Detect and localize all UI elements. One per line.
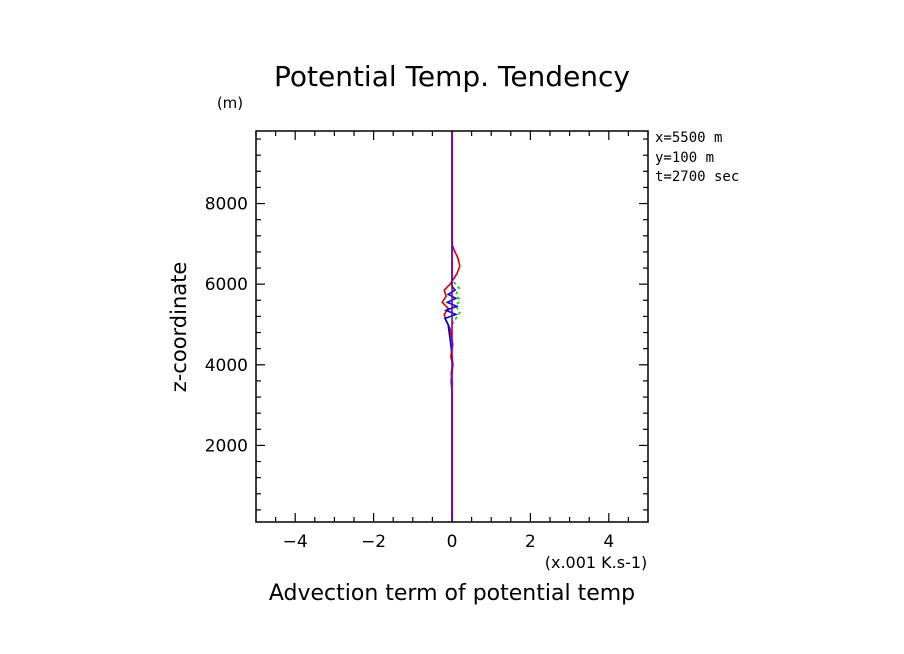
y-units-label: (m) (217, 94, 243, 112)
y-tick-label: 2000 (205, 436, 248, 456)
y-axis-label: z-coordinate (167, 262, 191, 393)
x-tick-label: 0 (447, 532, 458, 552)
axis-tick-labels: −4 −2 0 2 4 2000 4000 6000 8000 (205, 195, 614, 552)
x-tick-label: −4 (283, 532, 308, 552)
series-line-2 (451, 277, 461, 325)
annotation-t: t=2700 sec (655, 169, 739, 185)
y-tick-label: 6000 (205, 275, 248, 295)
axis-ticks (255, 131, 649, 522)
annotation-y: y=100 m (655, 150, 714, 166)
x-tick-label: −2 (361, 532, 386, 552)
series-line-1 (441, 131, 461, 522)
x-axis-label: Advection term of potential temp (269, 581, 635, 606)
x-tick-label: 4 (603, 532, 614, 552)
chart-title: Potential Temp. Tendency (274, 60, 630, 93)
x-units-label: (x.001 K.s-1) (545, 553, 648, 572)
series-line-3 (443, 131, 459, 522)
x-tick-label: 2 (525, 532, 536, 552)
plot-frame (255, 130, 649, 523)
y-tick-label: 8000 (205, 195, 248, 215)
annotation-x: x=5500 m (655, 130, 722, 146)
data-series (441, 131, 461, 522)
y-tick-label: 4000 (205, 356, 248, 376)
